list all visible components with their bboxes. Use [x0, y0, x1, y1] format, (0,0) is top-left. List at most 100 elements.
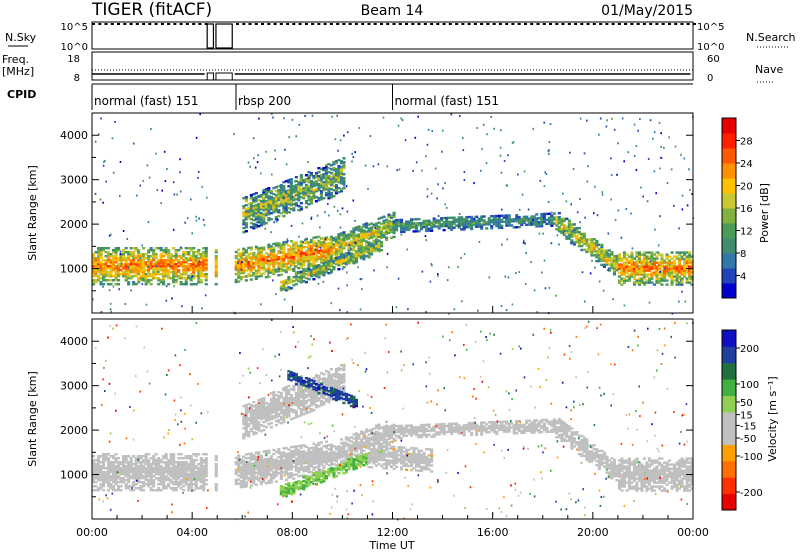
range-time-cell	[137, 465, 141, 468]
range-time-cell	[167, 265, 171, 268]
y-tick-label-1: 2000	[60, 218, 88, 231]
range-time-cell	[274, 468, 278, 471]
range-time-cell	[202, 253, 206, 256]
range-time-cell	[294, 463, 298, 466]
range-time-cell	[282, 255, 286, 258]
range-time-cell	[272, 242, 276, 246]
range-time-cell	[390, 432, 394, 435]
range-time-cell	[164, 273, 168, 276]
range-time-cell	[134, 459, 138, 462]
range-time-cell	[234, 256, 238, 260]
range-time-cell	[149, 263, 153, 266]
range-time-cell	[257, 271, 261, 274]
scatter-point	[518, 271, 520, 274]
range-time-cell	[670, 269, 674, 272]
range-time-cell	[297, 199, 301, 202]
range-time-cell	[400, 230, 404, 234]
range-time-cell	[387, 213, 391, 216]
range-time-cell	[277, 246, 281, 249]
range-time-cell	[302, 468, 306, 471]
range-time-cell	[297, 183, 301, 186]
range-time-cell	[242, 473, 246, 476]
range-time-cell	[277, 258, 281, 261]
range-time-cell	[317, 243, 321, 247]
range-time-cell	[147, 485, 151, 488]
scatter-point	[111, 137, 114, 140]
range-time-cell	[314, 466, 318, 469]
freq-gap-1	[215, 72, 233, 81]
range-time-cell	[407, 220, 411, 223]
range-time-cell	[294, 245, 298, 248]
range-time-cell	[372, 223, 376, 226]
range-time-cell	[319, 196, 323, 199]
range-time-cell	[688, 255, 692, 258]
range-time-cell	[365, 428, 369, 431]
range-time-cell	[637, 251, 641, 254]
range-time-cell	[560, 217, 564, 221]
range-time-cell	[407, 228, 411, 231]
range-time-cell	[97, 489, 101, 492]
range-time-cell	[347, 260, 351, 263]
range-time-cell	[134, 477, 138, 480]
range-time-cell	[575, 239, 579, 242]
range-time-cell	[377, 439, 381, 442]
range-time-cell	[277, 209, 281, 212]
range-time-cell	[289, 268, 293, 271]
range-time-cell	[665, 255, 669, 258]
scatter-point	[548, 149, 550, 152]
range-time-cell	[179, 465, 183, 468]
range-time-cell	[530, 219, 534, 222]
range-time-cell	[329, 448, 333, 451]
range-time-cell	[179, 257, 183, 260]
range-time-cell	[124, 473, 128, 476]
range-time-cell	[152, 257, 156, 260]
range-time-cell	[640, 259, 644, 262]
range-time-cell	[580, 240, 584, 244]
range-time-cell	[162, 261, 166, 264]
range-time-cell	[367, 233, 371, 236]
range-time-cell	[179, 255, 183, 258]
range-time-cell	[683, 265, 687, 268]
range-time-cell	[327, 187, 331, 190]
range-time-cell	[112, 481, 116, 484]
range-time-cell	[282, 185, 286, 188]
scatter-point	[109, 302, 112, 305]
range-time-cell	[244, 196, 248, 199]
range-time-cell	[382, 225, 386, 228]
range-time-cell	[332, 185, 336, 188]
range-time-cell	[365, 245, 369, 248]
range-time-cell	[277, 250, 281, 253]
scatter-point	[417, 115, 419, 118]
range-time-cell	[287, 191, 291, 194]
range-time-cell	[334, 162, 338, 165]
range-time-cell	[242, 485, 246, 488]
scatter-point	[532, 218, 534, 221]
range-time-cell	[104, 467, 108, 470]
range-time-cell	[267, 195, 271, 198]
scatter-point	[407, 308, 409, 311]
range-time-cell	[365, 249, 369, 252]
range-time-cell	[410, 224, 414, 227]
range-time-cell	[249, 198, 253, 201]
range-time-cell	[322, 167, 326, 170]
range-time-cell	[650, 251, 654, 254]
range-time-cell	[322, 242, 326, 246]
range-time-cell	[94, 471, 98, 474]
range-time-cell	[124, 277, 128, 280]
range-time-cell	[262, 480, 266, 483]
range-time-cell	[307, 265, 311, 268]
range-time-cell	[357, 445, 361, 448]
range-time-cell	[107, 467, 111, 470]
range-time-cell	[294, 469, 298, 472]
scatter-point	[355, 259, 357, 262]
range-time-cell	[147, 269, 151, 272]
range-time-cell	[675, 265, 679, 268]
range-time-cell	[642, 263, 646, 266]
range-time-cell	[314, 182, 318, 185]
range-time-cell	[317, 185, 321, 188]
range-time-cell	[322, 466, 326, 470]
range-time-cell	[174, 269, 178, 272]
range-time-cell	[174, 263, 178, 266]
range-time-cell	[324, 168, 328, 171]
range-time-cell	[334, 236, 338, 239]
